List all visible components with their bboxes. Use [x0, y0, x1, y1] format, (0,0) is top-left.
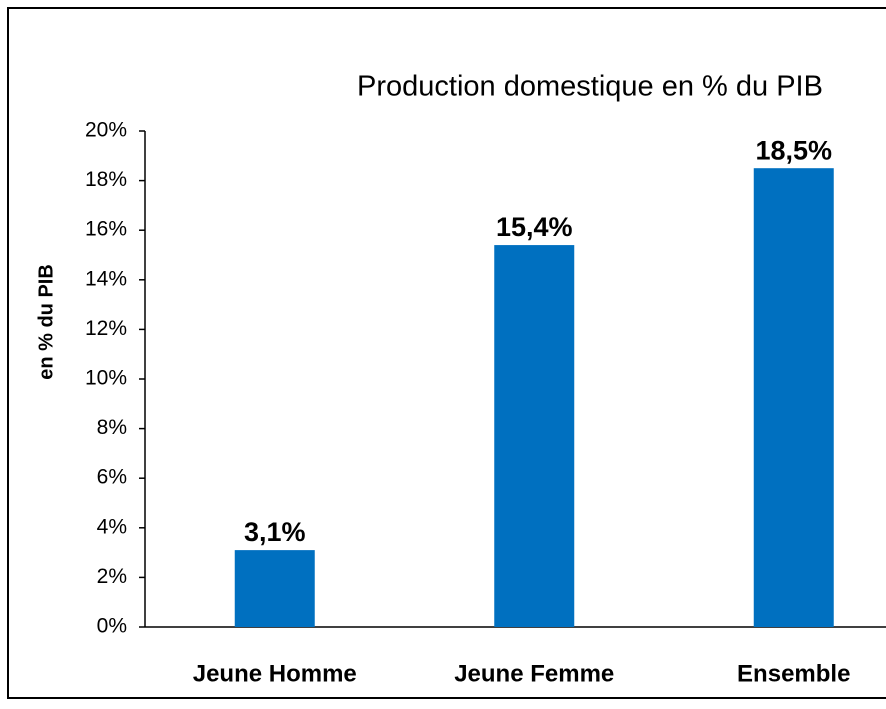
bar	[753, 168, 834, 627]
data-label: 15,4%	[496, 212, 573, 242]
y-tick-label: 14%	[85, 267, 127, 290]
bar	[494, 245, 575, 627]
y-tick-label: 20%	[85, 119, 127, 142]
y-tick-label: 6%	[97, 466, 127, 489]
y-axis-label: en % du PIB	[35, 264, 57, 380]
chart-title: Production domestique en % du PIB	[357, 71, 823, 103]
bar	[234, 550, 315, 627]
y-tick-label: 2%	[97, 565, 127, 588]
y-tick-label: 4%	[97, 515, 127, 538]
x-tick-label: Jeune Femme	[454, 660, 614, 687]
data-label: 3,1%	[244, 517, 306, 547]
y-tick-label: 0%	[97, 615, 127, 638]
y-tick-label: 12%	[85, 317, 127, 340]
x-tick-label: Ensemble	[737, 660, 850, 687]
y-tick-label: 8%	[97, 416, 127, 439]
x-tick-label: Jeune Homme	[193, 660, 357, 687]
chart-border	[7, 7, 886, 699]
y-tick-label: 16%	[85, 218, 127, 241]
y-tick-label: 10%	[85, 367, 127, 390]
y-tick-label: 18%	[85, 168, 127, 191]
data-label: 18,5%	[755, 135, 832, 165]
